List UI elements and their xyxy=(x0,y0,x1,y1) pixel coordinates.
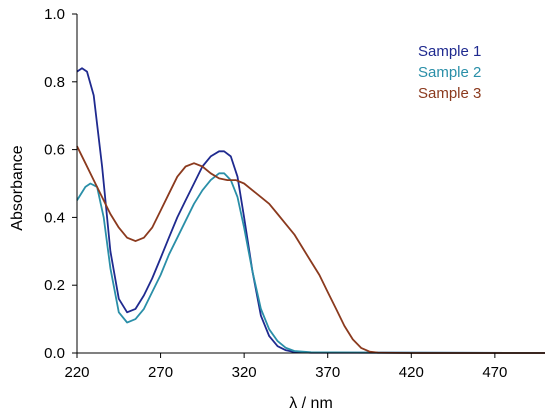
y-tick-label: 0.4 xyxy=(44,209,65,226)
series-line-1 xyxy=(76,67,546,354)
series-line-2 xyxy=(76,172,546,354)
y-axis-ticks: 0.0 0.2 0.4 0.6 0.8 1.0 xyxy=(44,6,77,362)
x-tick-label: 220 xyxy=(64,364,89,381)
legend-entry-3: Sample 3 xyxy=(418,85,481,102)
x-tick-label: 270 xyxy=(148,364,173,381)
x-tick-label: 420 xyxy=(399,364,424,381)
series-lines xyxy=(76,67,546,354)
series-line-3 xyxy=(76,145,545,354)
x-tick-label: 370 xyxy=(315,364,340,381)
legend-entry-2: Sample 2 xyxy=(418,64,481,81)
y-tick-label: 0.0 xyxy=(44,345,65,362)
y-tick-label: 0.8 xyxy=(44,74,65,91)
x-axis-title: λ / nm xyxy=(289,395,333,412)
y-tick-label: 0.2 xyxy=(44,277,65,294)
legend: Sample 1 Sample 2 Sample 3 xyxy=(418,43,481,102)
x-axis-ticks: 220 270 320 370 420 470 xyxy=(64,353,507,381)
x-tick-label: 470 xyxy=(482,364,507,381)
x-tick-label: 320 xyxy=(232,364,257,381)
y-tick-label: 0.6 xyxy=(44,142,65,159)
y-tick-label: 1.0 xyxy=(44,6,65,23)
y-axis-title: Absorbance xyxy=(9,145,26,230)
legend-entry-1: Sample 1 xyxy=(418,43,481,60)
